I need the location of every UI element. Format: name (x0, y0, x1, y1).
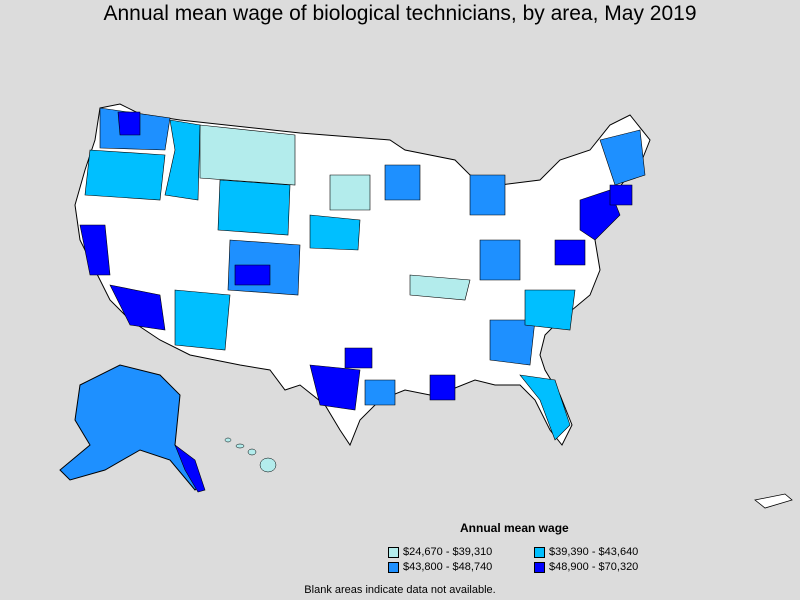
legend-item-1: $24,670 - $39,310 (388, 546, 492, 558)
legend-swatch-4 (534, 561, 545, 573)
region-denver (234, 264, 271, 286)
region-georgia (489, 319, 536, 366)
alaska-southeast (174, 444, 206, 493)
region-california-south (109, 284, 166, 331)
hawaii-island-4 (259, 457, 277, 473)
legend-swatch-2 (534, 546, 545, 558)
hawaii-island-1 (224, 437, 232, 443)
region-ohio-valley (479, 239, 521, 281)
region-arizona (174, 289, 231, 351)
region-california-bay (79, 224, 111, 276)
region-boston (609, 184, 633, 206)
legend-swatch-1 (388, 546, 399, 558)
region-south-dakota (329, 174, 371, 211)
legend-label-1: $24,670 - $39,310 (403, 546, 493, 558)
map-title: Annual mean wage of biological technicia… (103, 2, 697, 25)
region-carolinas (524, 289, 576, 331)
legend-item-3: $43,800 - $48,740 (388, 561, 492, 573)
region-kentucky (409, 274, 471, 301)
hawaii (224, 437, 277, 473)
legend-item-4: $48,900 - $70,320 (534, 561, 638, 573)
region-oregon (84, 149, 166, 201)
region-houston (364, 379, 396, 406)
legend-swatch-3 (388, 561, 399, 573)
region-wyoming (217, 179, 291, 236)
puerto-rico (754, 493, 793, 509)
region-michigan (469, 174, 506, 216)
region-texas-central (309, 364, 361, 411)
region-wisconsin (384, 164, 421, 201)
region-florida (519, 374, 571, 441)
region-dallas (344, 347, 373, 369)
region-seattle (117, 111, 141, 136)
footnote: Blank areas indicate data not available. (304, 584, 496, 596)
contiguous-us (74, 103, 651, 447)
region-new-england (599, 129, 646, 186)
region-kansas (309, 214, 361, 251)
legend-title: Annual mean wage (460, 521, 569, 535)
hawaii-island-2 (235, 443, 245, 449)
legend-label-4: $48,900 - $70,320 (549, 561, 639, 573)
hawaii-island-3 (247, 448, 257, 456)
region-montana (199, 124, 296, 186)
alaska (59, 364, 201, 491)
legend-label-3: $43,800 - $48,740 (403, 561, 493, 573)
legend-label-2: $39,390 - $43,640 (549, 546, 639, 558)
region-idaho (164, 119, 201, 201)
region-new-orleans (429, 374, 456, 401)
region-dc-area (554, 239, 586, 266)
legend-item-2: $39,390 - $43,640 (534, 546, 638, 558)
